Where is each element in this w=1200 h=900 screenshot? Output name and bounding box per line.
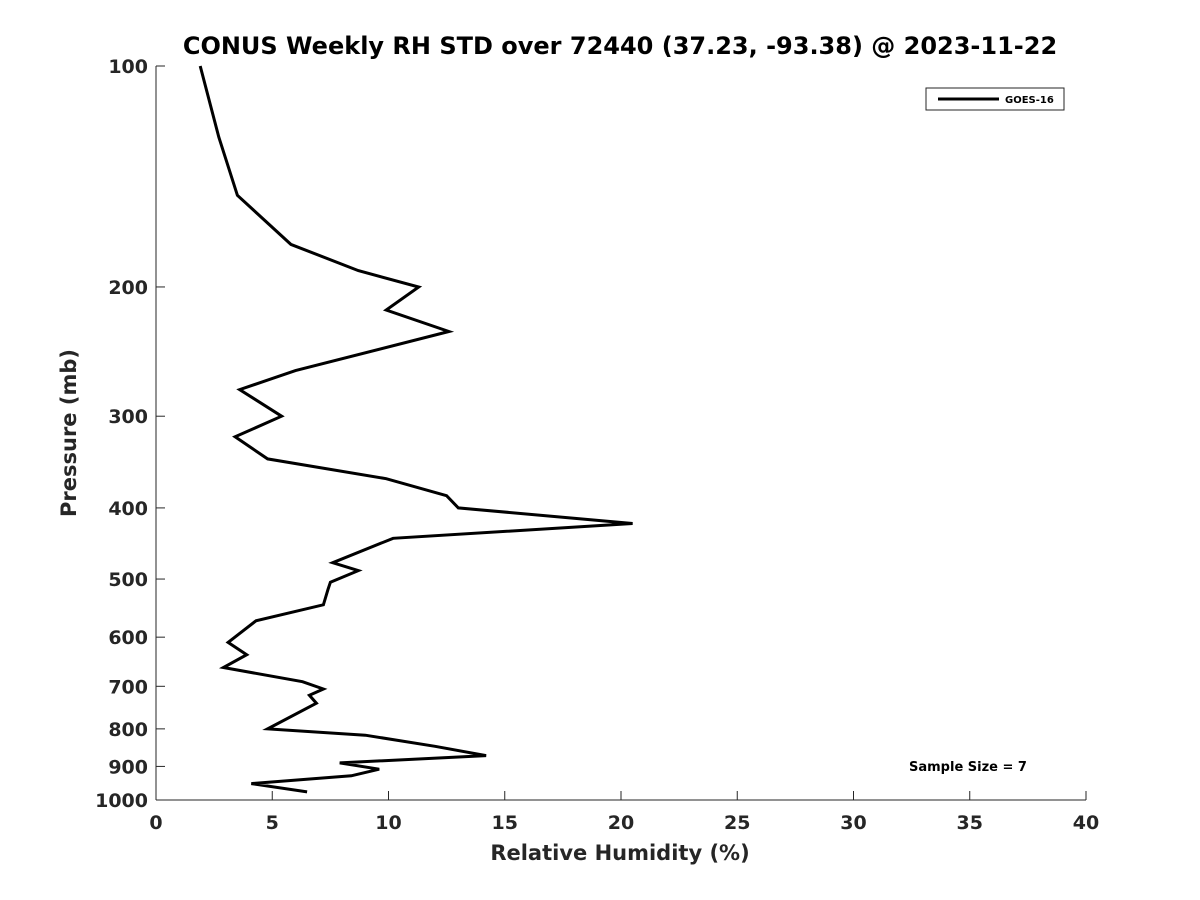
sample-size-annotation: Sample Size = 7 xyxy=(909,760,1027,775)
x-axis-title: Relative Humidity (%) xyxy=(490,841,749,865)
legend-label-goes-16: GOES-16 xyxy=(1005,95,1054,106)
x-tick-label: 15 xyxy=(492,812,518,834)
axes xyxy=(155,66,1086,801)
x-tick-label: 0 xyxy=(149,812,162,834)
y-tick-label: 300 xyxy=(108,406,148,428)
y-tick-label: 900 xyxy=(108,756,148,778)
x-tick-label: 5 xyxy=(266,812,279,834)
chart-title: CONUS Weekly RH STD over 72440 (37.23, -… xyxy=(183,32,1057,60)
y-tick-label: 700 xyxy=(108,676,148,698)
y-tick-label: 1000 xyxy=(95,790,148,812)
y-tick-label: 600 xyxy=(108,627,148,649)
x-tick-label: 30 xyxy=(840,812,866,834)
x-tick-label: 25 xyxy=(724,812,750,834)
x-tick-label: 20 xyxy=(608,812,634,834)
y-tick-label: 400 xyxy=(108,498,148,520)
y-tick-label: 200 xyxy=(108,277,148,299)
y-tick-label: 100 xyxy=(108,56,148,78)
series-layer xyxy=(198,65,633,794)
y-tick-label: 500 xyxy=(108,569,148,591)
y-ticks: 100 200 300 400 500 600 700 800 900 1000 xyxy=(95,56,165,812)
x-tick-label: 35 xyxy=(957,812,983,834)
legend: GOES-16 xyxy=(925,87,1065,111)
y-axis-title: Pressure (mb) xyxy=(57,349,81,517)
y-tick-label: 800 xyxy=(108,719,148,741)
series-line-goes-16 xyxy=(198,65,633,794)
x-tick-label: 10 xyxy=(375,812,401,834)
x-tick-label: 40 xyxy=(1073,812,1099,834)
x-ticks: 0 5 10 15 20 25 30 35 40 xyxy=(149,791,1099,834)
